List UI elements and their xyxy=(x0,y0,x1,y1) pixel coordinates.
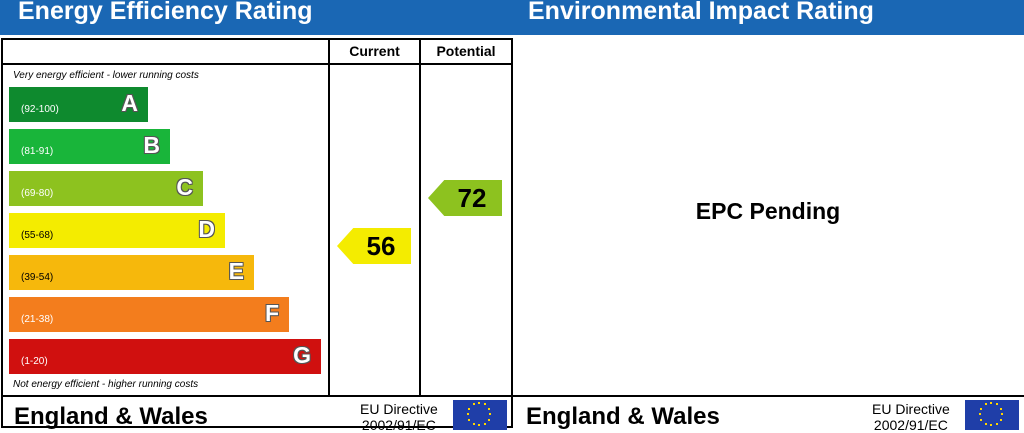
star-icon xyxy=(990,424,992,426)
star-icon xyxy=(472,403,475,406)
energy-title: Energy Efficiency Rating xyxy=(18,0,313,25)
band-a: (92-100) A xyxy=(9,87,148,122)
star-icon xyxy=(478,402,480,404)
current-column-header: Current xyxy=(349,43,400,59)
eu-directive: EU Directive 2002/91/EC xyxy=(872,401,950,433)
directive-line1: EU Directive xyxy=(872,401,950,417)
footer-region: England & Wales xyxy=(14,403,208,430)
star-icon xyxy=(468,407,471,410)
band-e: (39-54) E xyxy=(9,255,254,290)
star-icon xyxy=(984,422,987,425)
star-icon xyxy=(467,413,469,415)
star-icon xyxy=(487,407,490,410)
star-icon xyxy=(995,422,998,425)
divider xyxy=(1,63,513,65)
directive-line2: 2002/91/EC xyxy=(361,417,436,433)
band-letter: A xyxy=(121,90,138,116)
band-letter: G xyxy=(293,342,311,368)
band-g: (1-20) G xyxy=(9,339,321,374)
potential-rating-value: 72 xyxy=(457,183,487,213)
star-icon xyxy=(980,418,983,421)
top-note: Very energy efficient - lower running co… xyxy=(13,70,199,81)
star-icon xyxy=(984,403,987,406)
band-d: (55-68) D xyxy=(9,213,225,248)
epc-pending-status: EPC Pending xyxy=(695,198,841,224)
band-letter: F xyxy=(264,300,279,326)
star-icon xyxy=(468,418,471,421)
star-icon xyxy=(489,413,491,415)
star-icon xyxy=(979,413,981,415)
band-c: (69-80) C xyxy=(9,171,203,206)
current-rating-value: 56 xyxy=(366,231,396,261)
band-letter: B xyxy=(143,132,160,158)
band-range: (21-38) xyxy=(21,314,54,325)
band-range: (69-80) xyxy=(21,188,54,199)
star-icon xyxy=(487,418,490,421)
energy-header xyxy=(0,0,1024,35)
star-icon xyxy=(999,407,1002,410)
potential-column-header: Potential xyxy=(436,43,496,59)
divider xyxy=(419,38,421,396)
band-letter: E xyxy=(228,258,244,284)
bottom-note: Not energy efficient - higher running co… xyxy=(13,379,199,390)
star-icon xyxy=(980,407,983,410)
band-letter: D xyxy=(198,216,215,242)
star-icon xyxy=(999,418,1002,421)
footer-region: England & Wales xyxy=(526,403,720,430)
star-icon xyxy=(483,422,486,425)
potential-rating-arrow: 72 xyxy=(428,180,502,216)
band-range: (55-68) xyxy=(21,230,54,241)
eu-directive: EU Directive 2002/91/EC xyxy=(360,401,438,433)
band-range: (81-91) xyxy=(21,146,54,157)
eu-flag-icon xyxy=(965,400,1019,430)
band-range: (39-54) xyxy=(21,272,54,283)
current-rating-arrow: 56 xyxy=(337,228,411,264)
band-range: (1-20) xyxy=(21,356,48,367)
star-icon xyxy=(995,403,998,406)
star-icon xyxy=(472,422,475,425)
star-icon xyxy=(478,424,480,426)
star-icon xyxy=(990,402,992,404)
band-f: (21-38) F xyxy=(9,297,289,332)
divider xyxy=(511,38,513,426)
star-icon xyxy=(1001,413,1003,415)
divider xyxy=(328,38,330,396)
band-letter: C xyxy=(176,174,193,200)
band-b: (81-91) B xyxy=(9,129,170,164)
environmental-title: Environmental Impact Rating xyxy=(528,0,874,25)
eu-flag-icon xyxy=(453,400,507,430)
directive-line2: 2002/91/EC xyxy=(873,417,948,433)
band-range: (92-100) xyxy=(21,104,59,115)
star-icon xyxy=(483,403,486,406)
directive-line1: EU Directive xyxy=(360,401,438,417)
